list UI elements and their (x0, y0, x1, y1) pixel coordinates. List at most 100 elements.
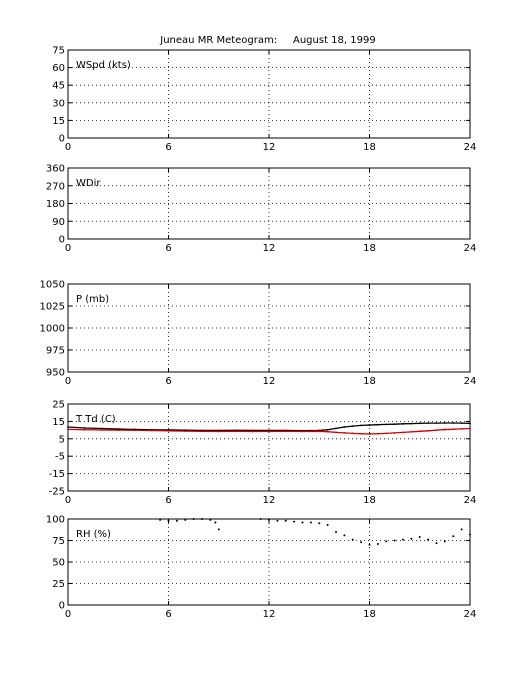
panel-t-td-c-series-1-point-11 (251, 430, 254, 433)
panel-rh-ytick-label-50: 50 (52, 558, 65, 569)
panel-rh-series-0-point-32 (452, 535, 455, 538)
panel-wspd-kts-ytick-label-15: 15 (52, 116, 65, 127)
panel-wspd-kts-ytick-label-60: 60 (52, 63, 65, 74)
panel-t-td-c-ytick-label-15: 15 (52, 417, 65, 428)
panel-t-td-c-series-0-point-28 (427, 422, 430, 425)
panel-t-td-c-xtick-label-12: 12 (263, 495, 276, 506)
panel-t-td-c-series-0-point-0 (67, 426, 69, 428)
panel-rh-label: RH (%) (76, 529, 111, 540)
panel-rh-series-0-point-18 (335, 530, 337, 533)
panel-rh-series-0-point-30 (435, 542, 438, 545)
panel-t-td-c-series-1-point-9 (217, 430, 220, 433)
panel-t-td-c-series-1-point-21 (368, 433, 371, 435)
panel-t-td-c-series-0-point-33 (469, 422, 471, 425)
panel-t-td-c-series-0-point-2 (100, 427, 103, 430)
panel-rh-series-0-point-7 (214, 521, 217, 524)
panel-t-td-c-series-1-point-19 (351, 432, 354, 435)
panel-rh-series-0-point-3 (184, 518, 187, 521)
panel-rh-series-0-point-5 (201, 518, 203, 520)
panel-rh-series-0-point-27 (410, 537, 413, 540)
panel-wspd-kts-ytick-label-30: 30 (52, 98, 65, 109)
panel-p-mb-xtick-label-6: 6 (165, 376, 171, 387)
panel-t-td-c-xtick-label-24: 24 (464, 495, 477, 506)
panel-rh-series-0-point-21 (360, 541, 363, 544)
panel-rh-series-0-point-14 (301, 521, 304, 524)
panel-rh-series-0-point-15 (309, 521, 312, 524)
panel-t-td-c-ytick-label--5: -5 (55, 452, 65, 463)
panel-rh-series-0-point-17 (326, 524, 329, 527)
panel-rh-xtick-label-12: 12 (263, 609, 276, 620)
panel-t-td-c-series-1-point-33 (469, 427, 471, 430)
panel-rh-series-0-point-20 (351, 538, 354, 541)
panel-wspd-kts-ytick-label-0: 0 (59, 134, 65, 145)
panel-t-td-c: 0 6 12 18 24 -25 -15 -5 5 15 25 T Td (C) (49, 400, 477, 507)
panel-rh-series-0-point-29 (427, 538, 430, 541)
panel-rh-xtick-label-18: 18 (363, 609, 376, 620)
panel-wdir-ytick-label-270: 270 (46, 181, 65, 192)
panel-rh-series-0-point-19 (343, 534, 346, 537)
panel-rh-series-0-point-24 (385, 540, 388, 543)
panel-rh-series-0-point-10 (268, 518, 270, 521)
panel-rh-series-0-point-1 (167, 519, 170, 522)
panel-rh-series-0-point-6 (209, 518, 212, 521)
panel-wdir-xtick-label-12: 12 (263, 243, 276, 254)
panel-rh-series-0-point-9 (259, 518, 262, 520)
figure-title: Juneau MR Meteogram: August 18, 1999 (159, 35, 375, 46)
panel-t-td-c-series-1-point-12 (268, 430, 270, 433)
panel-t-td-c-series-1-point-31 (452, 428, 455, 431)
panel-t-td-c-series-1-point-32 (460, 427, 463, 430)
panel-wspd-kts-label: WSpd (kts) (76, 60, 131, 71)
panel-t-td-c-series-1-point-26 (410, 430, 413, 433)
panel-wdir-ytick-label-180: 180 (46, 199, 65, 210)
panel-p-mb-xtick-label-12: 12 (263, 376, 276, 387)
panel-wspd-kts-xtick-label-6: 6 (165, 142, 171, 153)
panel-p-mb-label: P (mb) (76, 294, 109, 305)
panel-t-td-c-ytick-label-25: 25 (52, 400, 65, 411)
panel-rh-series-0-point-13 (293, 520, 296, 523)
panel-t-td-c-series-1-line (67, 427, 471, 435)
panel-t-td-c-series-0-point-24 (393, 423, 396, 426)
panel-rh-series-0-point-16 (318, 522, 321, 525)
panel-p-mb-ytick-label-1050: 1050 (40, 280, 65, 291)
panel-t-td-c-series-1-point-5 (150, 429, 153, 432)
panel-t-td-c-series-0-point-1 (83, 427, 86, 429)
panel-t-td-c-series-0-point-25 (402, 422, 404, 425)
panel-rh-ytick-label-75: 75 (52, 536, 65, 547)
panel-t-td-c-series-0-point-26 (410, 422, 413, 425)
panel-rh-series-0-point-12 (284, 519, 287, 522)
panel-wdir-xtick-label-18: 18 (363, 243, 376, 254)
panel-t-td-c-series-1-point-29 (435, 429, 438, 431)
panel-rh: 0 6 12 18 24 0 25 50 75 100 RH (%) (46, 515, 476, 621)
panel-rh-series-0-point-26 (402, 538, 404, 541)
panel-wdir-ytick-label-360: 360 (46, 164, 65, 175)
panel-rh-series-0-point-11 (276, 519, 279, 522)
panel-t-td-c-series-1-point-17 (335, 431, 337, 434)
panel-t-td-c-series-1-point-1 (83, 428, 86, 431)
panel-rh-series-0-point-22 (368, 543, 371, 546)
panel-wspd-kts-ytick-label-75: 75 (52, 46, 65, 57)
panel-wspd-kts: 0 6 12 18 24 0 15 30 45 60 75 WSpd (kts) (52, 46, 476, 154)
panel-rh-ytick-label-25: 25 (52, 579, 65, 590)
panel-p-mb-ytick-label-950: 950 (46, 368, 65, 379)
panel-t-td-c-series-1-point-23 (385, 432, 388, 435)
panel-t-td-c-series-0-point-30 (443, 422, 446, 424)
panel-t-td-c-series-0-point-23 (385, 423, 388, 426)
panel-rh-series-0-point-0 (159, 518, 162, 521)
panel-wdir-label: WDir (76, 178, 101, 189)
panel-rh-series-0-point-31 (443, 540, 446, 543)
panel-t-td-c-ytick-label--25: -25 (49, 487, 65, 498)
panel-t-td-c-series-1-point-6 (167, 429, 170, 432)
panel-t-td-c-series-1-point-0 (67, 428, 69, 431)
panel-t-td-c-series-1-point-8 (201, 430, 203, 433)
panel-t-td-c-series-1-point-20 (360, 432, 363, 435)
panel-t-td-c-ytick-label--15: -15 (49, 469, 65, 480)
panel-p-mb: 0 6 12 18 24 950 975 1000 1025 1050 P (mb) (40, 280, 477, 388)
panel-rh-ytick-label-100: 100 (46, 515, 65, 526)
panel-wspd-kts-xtick-label-12: 12 (263, 142, 276, 153)
panel-t-td-c-series-1-point-30 (443, 428, 446, 431)
panel-t-td-c-label: T Td (C) (75, 414, 116, 425)
panel-t-td-c-axes-box (67, 403, 471, 492)
panel-rh-series-0-point-34 (469, 533, 471, 536)
